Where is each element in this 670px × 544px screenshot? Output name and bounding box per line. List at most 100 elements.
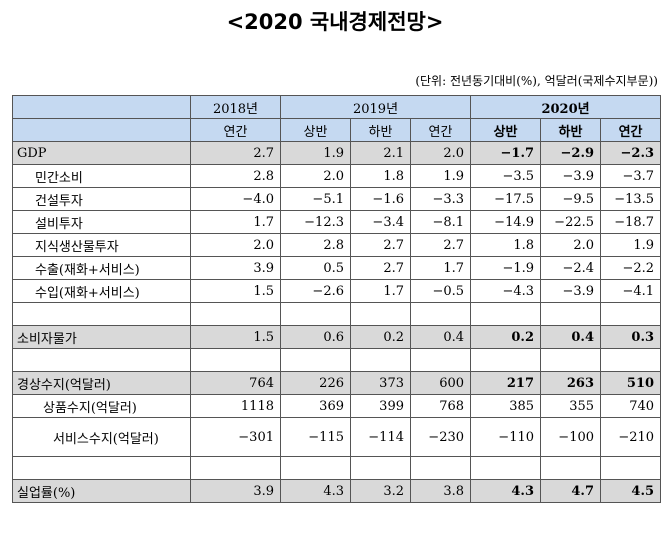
data-row: 수입(재화+서비스) 1.5 −2.6 1.7 −0.5 −4.3 −3.9 −4.1 <box>12 279 662 303</box>
cell-value: 3.8 <box>409 479 472 503</box>
cell-value: −114 <box>350 417 411 457</box>
column-header: 연간 <box>600 118 662 142</box>
cell-value: −4.0 <box>190 187 281 211</box>
spacer-row <box>12 456 662 480</box>
row-label: 설비투자 <box>12 210 191 234</box>
cell-value: 2.8 <box>190 164 281 188</box>
data-row: 설비투자 1.7 −12.3 −3.4 −8.1 −14.9 −22.5 −18.7 <box>12 210 662 234</box>
cell-value: 355 <box>540 394 602 418</box>
data-row: 경상수지(억달러) 764 226 373 600 217 263 510 <box>12 371 662 395</box>
cell-value: −4.1 <box>600 279 662 303</box>
cell-value: −4.3 <box>470 279 542 303</box>
cell-value: 4.3 <box>470 479 542 503</box>
data-row: 민간소비 2.8 2.0 1.8 1.9 −3.5 −3.9 −3.7 <box>12 164 662 188</box>
cell-value: −1.9 <box>470 256 542 280</box>
column-header: 상반 <box>470 118 542 142</box>
empty-cell <box>470 456 542 480</box>
empty-cell <box>470 302 542 326</box>
cell-value: −17.5 <box>470 187 542 211</box>
cell-value: 0.5 <box>280 256 351 280</box>
cell-value: 1.5 <box>190 325 281 349</box>
spacer-row <box>12 348 662 372</box>
cell-value: 3.2 <box>350 479 411 503</box>
empty-cell <box>470 348 542 372</box>
empty-cell <box>280 456 351 480</box>
cell-value: 1.7 <box>409 256 472 280</box>
empty-cell <box>600 302 662 326</box>
cell-value: 226 <box>280 371 351 395</box>
cell-value: 1.9 <box>280 141 351 165</box>
row-label: 소비자물가 <box>12 325 191 349</box>
empty-cell <box>350 348 411 372</box>
row-label: 민간소비 <box>12 164 191 188</box>
header-row: 2018년 2019년 2020년 <box>12 95 662 119</box>
cell-value: −2.2 <box>600 256 662 280</box>
data-row: 건설투자 −4.0 −5.1 −1.6 −3.3 −17.5 −9.5 −13.5 <box>12 187 662 211</box>
cell-value: −3.7 <box>600 164 662 188</box>
empty-cell <box>350 456 411 480</box>
cell-value: 2.0 <box>540 233 602 257</box>
empty-cell <box>190 456 281 480</box>
cell-value: 3.9 <box>190 479 281 503</box>
data-row: 서비스수지(억달러) −301 −115 −114 −230 −110 −100 −210 <box>12 417 662 457</box>
cell-value: −3.5 <box>470 164 542 188</box>
row-label: 수출(재화+서비스) <box>12 256 191 280</box>
row-label: 서비스수지(억달러) <box>12 417 191 457</box>
cell-value: 510 <box>600 371 662 395</box>
cell-value: −8.1 <box>409 210 472 234</box>
row-label: 상품수지(억달러) <box>12 394 191 418</box>
column-header: 연간 <box>409 118 472 142</box>
header-cell <box>12 118 191 142</box>
row-label: GDP <box>12 141 191 165</box>
cell-value: −3.9 <box>540 164 602 188</box>
cell-value: 0.2 <box>470 325 542 349</box>
cell-value: −5.1 <box>280 187 351 211</box>
data-row: 실업률(%) 3.9 4.3 3.2 3.8 4.3 4.7 4.5 <box>12 479 662 503</box>
cell-value: −22.5 <box>540 210 602 234</box>
cell-value: 2.7 <box>350 233 411 257</box>
cell-value: −12.3 <box>280 210 351 234</box>
empty-cell <box>350 302 411 326</box>
cell-value: −1.6 <box>350 187 411 211</box>
title: <2020 국내경제전망> <box>226 10 444 34</box>
row-label: 건설투자 <box>12 187 191 211</box>
cell-value: 4.7 <box>540 479 602 503</box>
cell-value: −0.5 <box>409 279 472 303</box>
spacer-row <box>12 302 662 326</box>
cell-value: 2.1 <box>350 141 411 165</box>
forecast-table: 2018년 2019년 2020년 연간 상반 하반 연간 상반 하반 연간 GDP 2.7 1.9 2.… <box>12 95 662 503</box>
empty-cell <box>12 302 191 326</box>
cell-value: 373 <box>350 371 411 395</box>
unit-note: (단위: 전년동기대비(%), 억달러(국제수지부문)) <box>415 74 658 88</box>
cell-value: −100 <box>540 417 602 457</box>
cell-value: 3.9 <box>190 256 281 280</box>
cell-value: 2.7 <box>409 233 472 257</box>
row-label: 실업률(%) <box>12 479 191 503</box>
column-header: 상반 <box>280 118 351 142</box>
cell-value: −115 <box>280 417 351 457</box>
data-row: 수출(재화+서비스) 3.9 0.5 2.7 1.7 −1.9 −2.4 −2.2 <box>12 256 662 280</box>
header-row: 연간 상반 하반 연간 상반 하반 연간 <box>12 118 662 142</box>
cell-value: 1118 <box>190 394 281 418</box>
cell-value: −110 <box>470 417 542 457</box>
cell-value: 0.2 <box>350 325 411 349</box>
row-label: 경상수지(억달러) <box>12 371 191 395</box>
cell-value: 369 <box>280 394 351 418</box>
cell-value: 1.9 <box>600 233 662 257</box>
cell-value: 4.3 <box>280 479 351 503</box>
cell-value: 0.3 <box>600 325 662 349</box>
data-row: 소비자물가 1.5 0.6 0.2 0.4 0.2 0.4 0.3 <box>12 325 662 349</box>
empty-cell <box>540 302 602 326</box>
cell-value: 1.9 <box>409 164 472 188</box>
year-header: 2018년 <box>190 95 281 119</box>
empty-cell <box>540 456 602 480</box>
cell-value: 0.4 <box>409 325 472 349</box>
cell-value: −2.9 <box>540 141 602 165</box>
cell-value: −3.3 <box>409 187 472 211</box>
cell-value: −2.6 <box>280 279 351 303</box>
empty-cell <box>190 302 281 326</box>
empty-cell <box>12 348 191 372</box>
cell-value: 768 <box>409 394 472 418</box>
cell-value: 740 <box>600 394 662 418</box>
